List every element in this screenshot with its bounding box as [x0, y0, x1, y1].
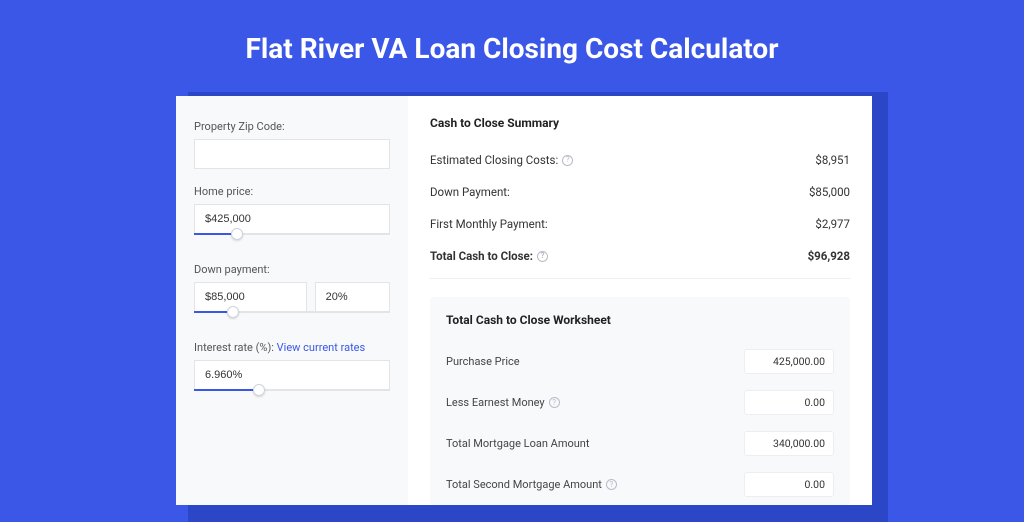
- zip-input[interactable]: [194, 139, 390, 169]
- summary-label-text: Down Payment:: [430, 185, 510, 199]
- worksheet-row-value: 0.00: [744, 390, 834, 415]
- summary-row: Total Cash to Close:? $96,928: [430, 240, 850, 272]
- worksheet-row-value: 425,000.00: [744, 349, 834, 374]
- worksheet-row-value: 340,000.00: [744, 431, 834, 456]
- summary-row-value: $85,000: [809, 185, 850, 199]
- inputs-column: Property Zip Code: Home price: Down paym…: [176, 96, 408, 505]
- worksheet-row-label: Purchase Price: [446, 355, 520, 368]
- help-icon[interactable]: ?: [562, 155, 573, 166]
- page-title: Flat River VA Loan Closing Cost Calculat…: [0, 0, 1024, 89]
- help-icon[interactable]: ?: [606, 479, 617, 490]
- summary-row: Estimated Closing Costs:? $8,951: [430, 144, 850, 176]
- summary-row: First Monthly Payment: $2,977: [430, 208, 850, 240]
- worksheet-row-label: Less Earnest Money?: [446, 396, 560, 409]
- divider: [430, 278, 850, 279]
- down-payment-pct-input[interactable]: [315, 282, 390, 312]
- interest-rate-field-group: Interest rate (%): View current rates: [194, 341, 390, 403]
- worksheet-row-value: 0.00: [744, 472, 834, 497]
- summary-row-label: Total Cash to Close:?: [430, 249, 548, 263]
- home-price-label: Home price:: [194, 185, 390, 198]
- worksheet-row-label: Total Second Mortgage Amount?: [446, 478, 617, 491]
- down-payment-input[interactable]: [194, 282, 307, 312]
- view-rates-link[interactable]: View current rates: [277, 341, 366, 354]
- worksheet-row: Less Earnest Money? 0.00: [446, 382, 834, 423]
- worksheet-rows: Purchase Price 425,000.00 Less Earnest Mon…: [446, 341, 834, 505]
- home-price-slider[interactable]: [194, 233, 390, 247]
- down-payment-field-group: Down payment:: [194, 263, 390, 325]
- summary-label-text: Total Cash to Close:: [430, 249, 533, 263]
- worksheet-row: Purchase Price 425,000.00: [446, 341, 834, 382]
- summary-row-value: $8,951: [815, 153, 850, 167]
- summary-row-label: Estimated Closing Costs:?: [430, 153, 573, 167]
- summary-label-text: First Monthly Payment:: [430, 217, 548, 231]
- slider-thumb[interactable]: [253, 384, 265, 396]
- worksheet-title: Total Cash to Close Worksheet: [446, 313, 834, 327]
- down-payment-slider[interactable]: [194, 311, 390, 325]
- interest-rate-slider[interactable]: [194, 389, 390, 403]
- worksheet-row: Total Mortgage Loan Amount 340,000.00: [446, 423, 834, 464]
- interest-rate-label: Interest rate (%): View current rates: [194, 341, 390, 354]
- slider-fill: [194, 389, 259, 391]
- summary-row-label: Down Payment:: [430, 185, 510, 199]
- help-icon[interactable]: ?: [537, 251, 548, 262]
- summary-row-label: First Monthly Payment:: [430, 217, 548, 231]
- results-column: Cash to Close Summary Estimated Closing …: [408, 96, 872, 505]
- calculator-panel: Property Zip Code: Home price: Down paym…: [176, 96, 872, 505]
- worksheet-label-text: Total Second Mortgage Amount: [446, 478, 602, 491]
- help-icon[interactable]: ?: [549, 397, 560, 408]
- worksheet-label-text: Less Earnest Money: [446, 396, 545, 409]
- summary-label-text: Estimated Closing Costs:: [430, 153, 558, 167]
- summary-title: Cash to Close Summary: [430, 116, 850, 130]
- summary-rows: Estimated Closing Costs:? $8,951 Down Paym…: [430, 144, 850, 272]
- zip-label: Property Zip Code:: [194, 120, 390, 133]
- worksheet-label-text: Purchase Price: [446, 355, 520, 368]
- worksheet-block: Total Cash to Close Worksheet Purchase P…: [430, 297, 850, 505]
- summary-row-value: $96,928: [808, 249, 850, 263]
- worksheet-row-label: Total Mortgage Loan Amount: [446, 437, 589, 450]
- summary-row-value: $2,977: [815, 217, 850, 231]
- worksheet-row: Total Second Mortgage Amount? 0.00: [446, 464, 834, 505]
- zip-field-group: Property Zip Code:: [194, 120, 390, 169]
- home-price-input[interactable]: [194, 204, 390, 234]
- summary-row: Down Payment: $85,000: [430, 176, 850, 208]
- interest-rate-input[interactable]: [194, 360, 390, 390]
- worksheet-label-text: Total Mortgage Loan Amount: [446, 437, 589, 450]
- interest-rate-label-text: Interest rate (%):: [194, 341, 274, 354]
- slider-thumb[interactable]: [231, 228, 243, 240]
- down-payment-label: Down payment:: [194, 263, 390, 276]
- home-price-field-group: Home price:: [194, 185, 390, 247]
- slider-thumb[interactable]: [227, 306, 239, 318]
